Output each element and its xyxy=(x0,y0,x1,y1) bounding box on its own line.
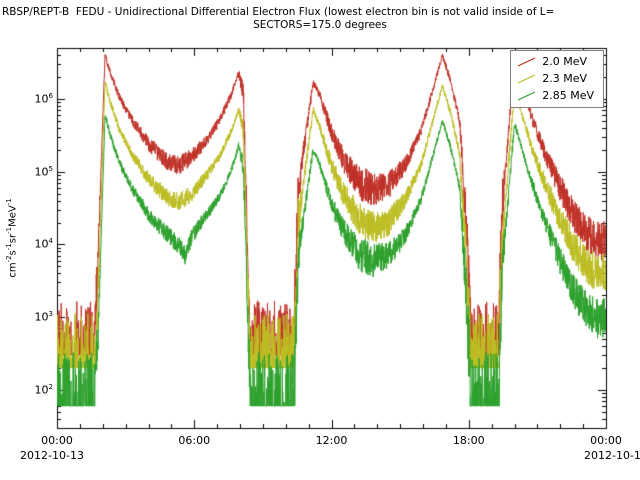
legend-label: 2.0 MeV xyxy=(542,55,587,68)
y-tick-label: 105 xyxy=(34,164,53,179)
y-tick-label: 102 xyxy=(34,382,53,397)
x-tick-label: 06:00 xyxy=(178,434,211,447)
legend-line-sample-icon xyxy=(517,56,536,67)
x-tick-label: 12:00 xyxy=(315,434,348,447)
legend-item: 2.3 MeV xyxy=(517,71,594,86)
x-axis-date-start: 2012-10-13 xyxy=(20,449,84,462)
y-tick-label: 106 xyxy=(34,91,53,106)
legend-line-sample-icon xyxy=(517,73,536,84)
x-tick-label: 18:00 xyxy=(452,434,485,447)
x-axis-date-end: 2012-10-14 xyxy=(584,449,640,462)
legend-label: 2.3 MeV xyxy=(542,72,587,85)
legend-label: 2.85 MeV xyxy=(542,89,594,102)
legend-item: 2.0 MeV xyxy=(517,54,594,69)
chart-title: RBSP/REPT-B FEDU - Unidirectional Differ… xyxy=(2,6,555,18)
y-tick-label: 103 xyxy=(34,310,53,324)
legend-box: 2.0 MeV 2.3 MeV 2.85 MeV xyxy=(510,50,604,108)
legend-item: 2.85 MeV xyxy=(517,88,594,103)
x-tick-label: 00:00 xyxy=(41,434,73,447)
x-tick-label: 00:00 xyxy=(590,434,622,447)
chart-subtitle: SECTORS=175.0 degrees xyxy=(253,19,387,31)
y-axis-unit-label: cm-2s-1sr-1MeV-1 xyxy=(5,198,19,278)
y-tick-label: 104 xyxy=(34,237,53,251)
legend-line-sample-icon xyxy=(517,90,536,101)
